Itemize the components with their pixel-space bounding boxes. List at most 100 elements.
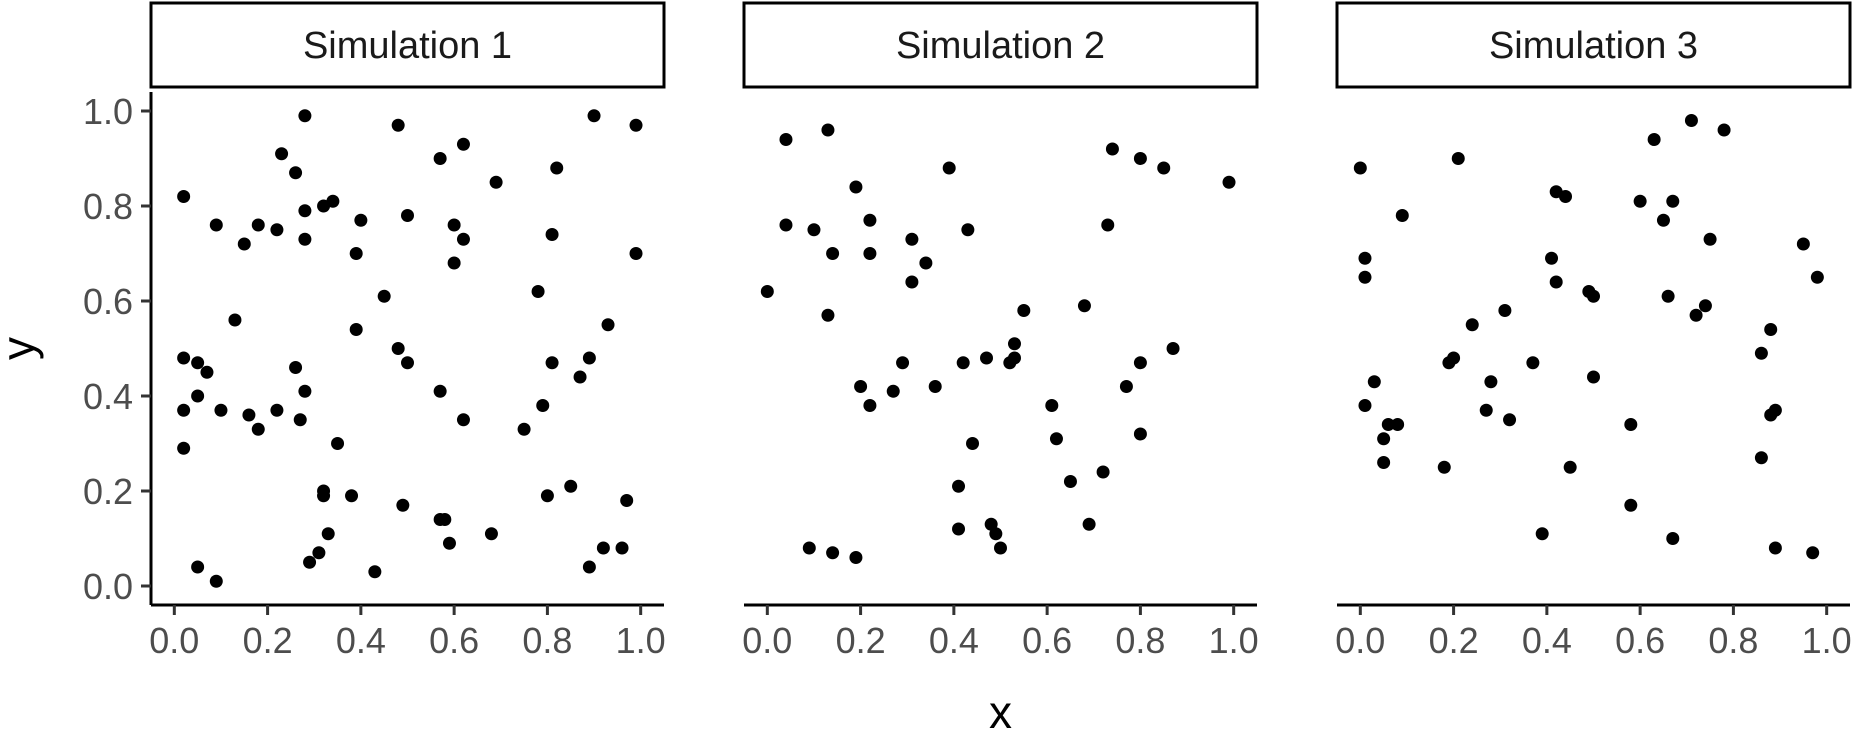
data-point (629, 118, 643, 132)
data-point (298, 384, 312, 398)
data-point (391, 342, 405, 355)
facet-strip (149, 1, 666, 89)
data-point (331, 437, 345, 450)
data-point (601, 318, 615, 332)
data-point (573, 370, 587, 384)
data-point (401, 356, 414, 370)
data-point (582, 560, 596, 574)
x-tick-label: 0.8 (1708, 620, 1758, 661)
data-point (191, 389, 205, 403)
y-tick-label: 0.6 (83, 281, 133, 322)
data-point (349, 247, 363, 260)
data-point (200, 365, 214, 379)
data-point (1764, 323, 1778, 336)
x-tick-label: 0.6 (429, 620, 479, 661)
data-point (1101, 218, 1115, 232)
facet-title: Simulation 2 (896, 25, 1105, 67)
data-point (1535, 527, 1549, 541)
data-point (326, 194, 340, 208)
data-point (1545, 251, 1559, 265)
data-point (1045, 399, 1059, 412)
data-point (1077, 299, 1091, 313)
data-point (289, 361, 303, 374)
data-point (1442, 356, 1456, 370)
data-point (1451, 152, 1465, 165)
data-point (802, 541, 816, 555)
data-point (1624, 498, 1638, 512)
data-point (517, 422, 531, 436)
data-point (1003, 356, 1017, 370)
y-tick-label: 1.0 (83, 91, 133, 132)
data-point (596, 541, 610, 555)
data-point (1358, 251, 1372, 265)
data-point (1395, 209, 1409, 222)
data-point (317, 489, 331, 503)
y-tick-label: 0.2 (83, 471, 133, 512)
data-point (1703, 232, 1717, 246)
data-point (989, 527, 1003, 541)
data-point (821, 308, 835, 322)
data-point (1768, 541, 1782, 555)
y-tick-label: 0.8 (83, 186, 133, 227)
data-point (484, 527, 498, 541)
x-tick-label: 0.4 (336, 620, 386, 661)
data-point (952, 522, 966, 536)
data-point (536, 399, 550, 412)
data-point (1465, 318, 1479, 332)
data-point (396, 498, 410, 512)
data-point (1587, 289, 1600, 303)
data-point (298, 232, 312, 246)
data-point (1806, 546, 1820, 560)
data-point (177, 190, 191, 203)
x-tick-label: 0.4 (1522, 620, 1572, 661)
data-point (209, 574, 223, 588)
data-point (368, 565, 382, 579)
data-point (1526, 356, 1540, 370)
data-point (1222, 175, 1236, 189)
x-tick-label: 0.0 (149, 620, 199, 661)
data-point (1017, 304, 1031, 317)
data-point (980, 351, 994, 365)
data-point (345, 489, 359, 503)
data-point (1633, 194, 1647, 208)
data-point (1666, 532, 1680, 545)
data-point (1717, 123, 1731, 137)
data-point (191, 560, 205, 574)
x-tick-label: 0.2 (1429, 620, 1479, 661)
data-point (849, 551, 863, 564)
data-point (377, 289, 391, 303)
data-point (1105, 142, 1119, 156)
data-point (251, 218, 265, 232)
facet-title: Simulation 3 (1489, 25, 1698, 67)
data-point (293, 413, 307, 427)
data-point (1498, 304, 1512, 317)
data-point (303, 555, 317, 569)
data-point (1133, 356, 1147, 370)
data-point (1698, 299, 1712, 313)
data-point (401, 209, 414, 222)
data-point (952, 479, 966, 493)
x-tick-label: 0.6 (1022, 620, 1072, 661)
data-point (312, 546, 326, 560)
data-point (456, 232, 470, 246)
data-point (1377, 456, 1391, 469)
data-point (391, 118, 405, 132)
data-point (1063, 475, 1077, 488)
data-point (1049, 432, 1063, 446)
data-point (779, 218, 793, 232)
data-point (1587, 370, 1600, 384)
data-point (863, 399, 877, 412)
data-point (275, 147, 289, 161)
x-tick-label: 0.2 (836, 620, 886, 661)
x-tick-label: 1.0 (1802, 620, 1852, 661)
data-point (896, 356, 910, 370)
data-point (251, 422, 265, 436)
data-point (438, 513, 452, 526)
x-tick-label: 0.0 (742, 620, 792, 661)
data-point (242, 408, 256, 422)
data-point (270, 403, 284, 417)
data-point (966, 437, 980, 450)
facet-title: Simulation 1 (303, 25, 512, 67)
data-point (1549, 275, 1563, 289)
